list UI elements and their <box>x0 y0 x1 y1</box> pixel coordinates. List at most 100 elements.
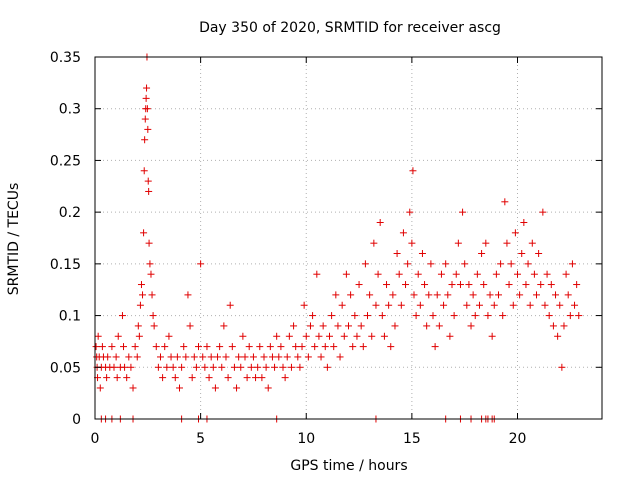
data-point <box>260 353 268 361</box>
data-point <box>409 167 417 175</box>
data-point <box>247 363 255 371</box>
data-point <box>482 239 490 247</box>
data-point <box>423 322 431 330</box>
data-point <box>545 312 553 320</box>
data-point <box>524 260 532 268</box>
data-point <box>488 332 496 340</box>
grid <box>95 57 602 419</box>
data-point <box>533 291 541 299</box>
data-point <box>149 312 157 320</box>
data-point <box>547 281 555 289</box>
data-point <box>473 270 481 278</box>
data-point <box>391 322 399 330</box>
data-point <box>112 353 120 361</box>
data-point <box>374 270 382 278</box>
data-point <box>465 281 473 289</box>
data-point <box>490 301 498 309</box>
data-point <box>203 343 211 351</box>
data-point <box>125 353 133 361</box>
data-point <box>421 281 429 289</box>
data-point <box>279 363 287 371</box>
data-point <box>120 343 128 351</box>
data-point <box>456 281 464 289</box>
data-point <box>180 343 188 351</box>
data-point <box>568 260 576 268</box>
data-point <box>323 363 331 371</box>
data-point <box>104 353 112 361</box>
data-point <box>416 301 424 309</box>
data-point <box>412 312 420 320</box>
data-point <box>376 218 384 226</box>
data-point <box>283 353 291 361</box>
data-point <box>159 374 167 382</box>
data-point <box>141 136 149 144</box>
data-point <box>469 291 477 299</box>
data-point <box>300 301 308 309</box>
data-point <box>148 291 156 299</box>
data-point <box>370 239 378 247</box>
data-point <box>507 260 515 268</box>
data-point <box>402 281 410 289</box>
data-point <box>296 363 304 371</box>
data-point <box>355 281 363 289</box>
data-point <box>537 281 545 289</box>
data-point <box>446 332 454 340</box>
data-point <box>285 332 293 340</box>
data-point <box>393 250 401 258</box>
data-point <box>131 343 139 351</box>
data-point <box>233 384 241 392</box>
data-point <box>169 363 177 371</box>
data-point <box>197 260 205 268</box>
data-point <box>98 343 106 351</box>
data-point <box>311 343 319 351</box>
data-point <box>211 384 219 392</box>
data-point <box>271 363 279 371</box>
x-tick-label: 20 <box>509 431 527 447</box>
data-point <box>408 239 416 247</box>
data-point <box>163 363 171 371</box>
y-axis-label: SRMTID / TECUs <box>6 183 22 296</box>
data-point <box>340 332 348 340</box>
data-point <box>292 343 300 351</box>
data-point <box>294 353 302 361</box>
data-point <box>404 260 412 268</box>
data-point <box>467 322 475 330</box>
data-point <box>252 374 260 382</box>
data-point <box>499 312 507 320</box>
data-point <box>145 239 153 247</box>
data-point <box>142 94 150 102</box>
data-point <box>230 363 238 371</box>
data-point <box>385 301 393 309</box>
data-point <box>121 363 129 371</box>
data-point <box>558 363 566 371</box>
data-point <box>410 291 418 299</box>
data-point <box>486 291 494 299</box>
data-point <box>353 332 361 340</box>
data-point <box>239 332 247 340</box>
data-point <box>321 343 329 351</box>
data-point <box>214 353 222 361</box>
data-point <box>575 312 583 320</box>
data-point <box>338 301 346 309</box>
x-tick-labels: 0 5 10 15 20 <box>91 431 527 447</box>
data-point <box>543 270 551 278</box>
data-point <box>503 239 511 247</box>
data-point <box>184 291 192 299</box>
data-point <box>228 343 236 351</box>
data-point <box>173 353 181 361</box>
data-point <box>176 384 183 392</box>
data-point <box>103 374 111 382</box>
data-point <box>306 322 314 330</box>
data-point <box>178 363 186 371</box>
data-point <box>564 291 572 299</box>
data-point <box>275 353 283 361</box>
data-point <box>167 353 175 361</box>
data-point <box>226 301 234 309</box>
data-point <box>425 291 433 299</box>
data-point <box>325 332 333 340</box>
data-point <box>414 270 422 278</box>
data-point <box>440 301 448 309</box>
data-point <box>144 125 152 133</box>
data-point <box>134 322 142 330</box>
data-point <box>182 353 190 361</box>
